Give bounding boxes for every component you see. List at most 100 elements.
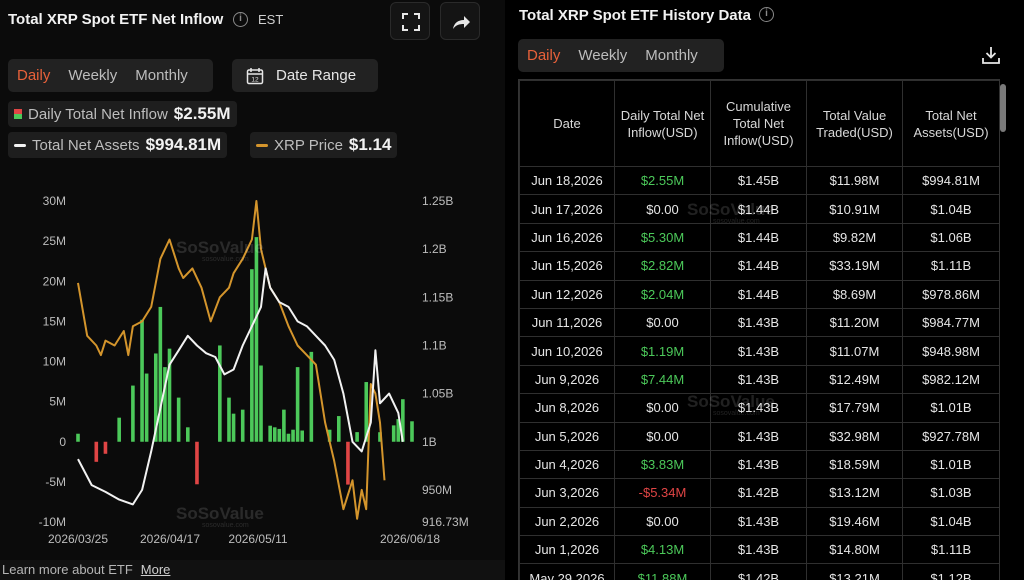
cell-value-traded: $13.21M (806, 563, 903, 580)
cell-value-traded: $11.98M (806, 165, 903, 196)
inflow-bar (227, 397, 231, 442)
footer-bar: Learn more about ETF More (0, 560, 505, 580)
date-range-label: Date Range (276, 67, 357, 84)
cell-daily-inflow: $0.00 (614, 393, 711, 423)
table-row[interactable]: Jun 5,2026 $0.00 $1.43B $32.98M $927.78M (519, 421, 999, 451)
y-tick-label-right: 1.2B (422, 242, 447, 256)
cell-value-traded: $11.07M (806, 336, 903, 366)
cell-net-assets: $1.12B (902, 563, 999, 580)
cell-net-assets: $984.77M (902, 307, 999, 338)
legend-assets-value: $994.81M (145, 135, 222, 154)
xrp-price-line (77, 200, 386, 520)
inflow-bar (364, 382, 369, 442)
total-net-assets-line (77, 267, 404, 506)
inflow-bar (277, 428, 282, 442)
legend-price[interactable]: XRP Price $1.14 (250, 132, 398, 158)
y-tick-label-left: 20M (43, 274, 66, 288)
legend-inflow[interactable]: Daily Total Net Inflow $2.55M (8, 101, 237, 127)
table-row[interactable]: Jun 17,2026 $0.00 $1.44B $10.91M $1.04B (519, 194, 999, 224)
share-button[interactable] (440, 2, 480, 40)
inflow-bar (231, 413, 236, 442)
table-row[interactable]: Jun 8,2026 $0.00 $1.43B $17.79M $1.01B (519, 393, 999, 423)
cell-value-traded: $10.91M (806, 194, 903, 224)
inflow-bar (144, 373, 149, 442)
cell-daily-inflow: $0.00 (614, 307, 711, 338)
table-row[interactable]: Jun 10,2026 $1.19M $1.43B $11.07M $948.98M (519, 336, 999, 366)
legend-assets[interactable]: Total Net Assets $994.81M (8, 132, 228, 158)
more-link[interactable]: More (140, 562, 171, 577)
tab-daily[interactable]: Daily (17, 67, 51, 84)
cell-daily-inflow: $11.88M (614, 563, 711, 580)
col-header-net-assets[interactable]: Total Net Assets(USD) (902, 80, 999, 167)
table-scrollbar[interactable] (1000, 84, 1006, 132)
inflow-bar (410, 421, 414, 442)
cell-cumulative-inflow: $1.43B (710, 506, 807, 537)
cell-date: Jun 11,2026 (519, 307, 615, 338)
y-tick-label-left: -10M (39, 515, 66, 529)
table-row[interactable]: Jun 16,2026 $5.30M $1.44B $9.82M $1.06B (519, 222, 999, 253)
info-icon[interactable]: i (233, 12, 248, 27)
cell-net-assets: $1.06B (902, 222, 999, 253)
cell-cumulative-inflow: $1.43B (710, 393, 807, 423)
cell-daily-inflow: $5.30M (614, 222, 711, 253)
inflow-bar (391, 425, 396, 442)
col-header-value-traded[interactable]: Total Value Traded(USD) (806, 80, 903, 167)
tab-weekly[interactable]: Weekly (578, 47, 628, 64)
table-row[interactable]: Jun 15,2026 $2.82M $1.44B $33.19M $1.11B (519, 251, 999, 281)
table-row[interactable]: May 29,2026 $11.88M $1.42B $13.21M $1.12B (519, 563, 999, 580)
cell-daily-inflow: $4.13M (614, 535, 711, 565)
inflow-bar (336, 416, 341, 442)
cell-net-assets: $948.98M (902, 336, 999, 366)
tab-monthly[interactable]: Monthly (135, 67, 188, 84)
inflow-chart[interactable]: 30M 25M 20M 15M 10M 5M 0 -5M -10M 1.25B 1.2B 1.15B 1… (0, 185, 505, 555)
tab-monthly[interactable]: Monthly (645, 47, 698, 64)
inflow-bar (309, 351, 314, 442)
table-row[interactable]: Jun 12,2026 $2.04M $1.44B $8.69M $978.86M (519, 279, 999, 309)
cell-net-assets: $927.78M (902, 421, 999, 451)
table-row[interactable]: Jun 1,2026 $4.13M $1.43B $14.80M $1.11B (519, 535, 999, 565)
inflow-bar (163, 367, 167, 442)
info-icon[interactable]: i (759, 7, 774, 22)
cell-net-assets: $1.11B (902, 251, 999, 281)
y-tick-label-left: 30M (43, 194, 66, 208)
table-row[interactable]: Jun 11,2026 $0.00 $1.43B $11.20M $984.77M (519, 307, 999, 338)
history-period-tabs: Daily Weekly Monthly (518, 39, 724, 72)
assets-swatch (14, 143, 26, 147)
col-header-date[interactable]: Date (519, 80, 615, 167)
history-table-container[interactable]: Date Daily Total Net Inflow(USD) Cumulat… (518, 79, 1000, 580)
cell-cumulative-inflow: $1.44B (710, 251, 807, 281)
y-tick-label-left: 25M (43, 234, 66, 248)
history-panel: Total XRP Spot ETF History Data i Daily … (507, 0, 1024, 580)
inflow-bar (158, 306, 163, 442)
cell-daily-inflow: $0.00 (614, 506, 711, 537)
table-row[interactable]: Jun 18,2026 $2.55M $1.45B $11.98M $994.81M (519, 165, 999, 196)
y-tick-label-right: 916.73M (422, 515, 469, 529)
inflow-bar (346, 441, 350, 485)
y-tick-label-left: 5M (49, 395, 66, 409)
cell-net-assets: $1.01B (902, 393, 999, 423)
inflow-bar (167, 348, 172, 442)
table-row[interactable]: Jun 3,2026 -$5.34M $1.42B $13.12M $1.03B (519, 478, 999, 508)
col-header-cumulative-inflow[interactable]: Cumulative Total Net Inflow(USD) (710, 80, 807, 167)
table-row[interactable]: Jun 4,2026 $3.83M $1.43B $18.59M $1.01B (519, 449, 999, 480)
cell-value-traded: $9.82M (806, 222, 903, 253)
table-row[interactable]: Jun 2,2026 $0.00 $1.43B $19.46M $1.04B (519, 506, 999, 537)
download-icon[interactable] (980, 44, 1002, 66)
cell-net-assets: $1.11B (902, 535, 999, 565)
table-row[interactable]: Jun 9,2026 $7.44M $1.43B $12.49M $982.12M (519, 364, 999, 395)
legend-price-name: XRP Price (274, 136, 343, 154)
cell-date: Jun 18,2026 (519, 165, 615, 196)
chart-title: Total XRP Spot ETF Net Inflow (8, 11, 224, 28)
expand-button[interactable] (390, 2, 430, 40)
cell-date: Jun 16,2026 (519, 222, 615, 253)
date-range-button[interactable]: 12 Date Range (232, 59, 378, 92)
inflow-bar (76, 433, 80, 442)
tab-weekly[interactable]: Weekly (68, 67, 118, 84)
cell-value-traded: $8.69M (806, 279, 903, 309)
cell-date: Jun 12,2026 (519, 279, 615, 309)
tab-daily[interactable]: Daily (527, 47, 561, 64)
inflow-bar (153, 353, 158, 442)
col-header-daily-inflow[interactable]: Daily Total Net Inflow(USD) (614, 80, 711, 167)
y-tick-label-left: 0 (59, 435, 66, 449)
cell-value-traded: $12.49M (806, 364, 903, 395)
